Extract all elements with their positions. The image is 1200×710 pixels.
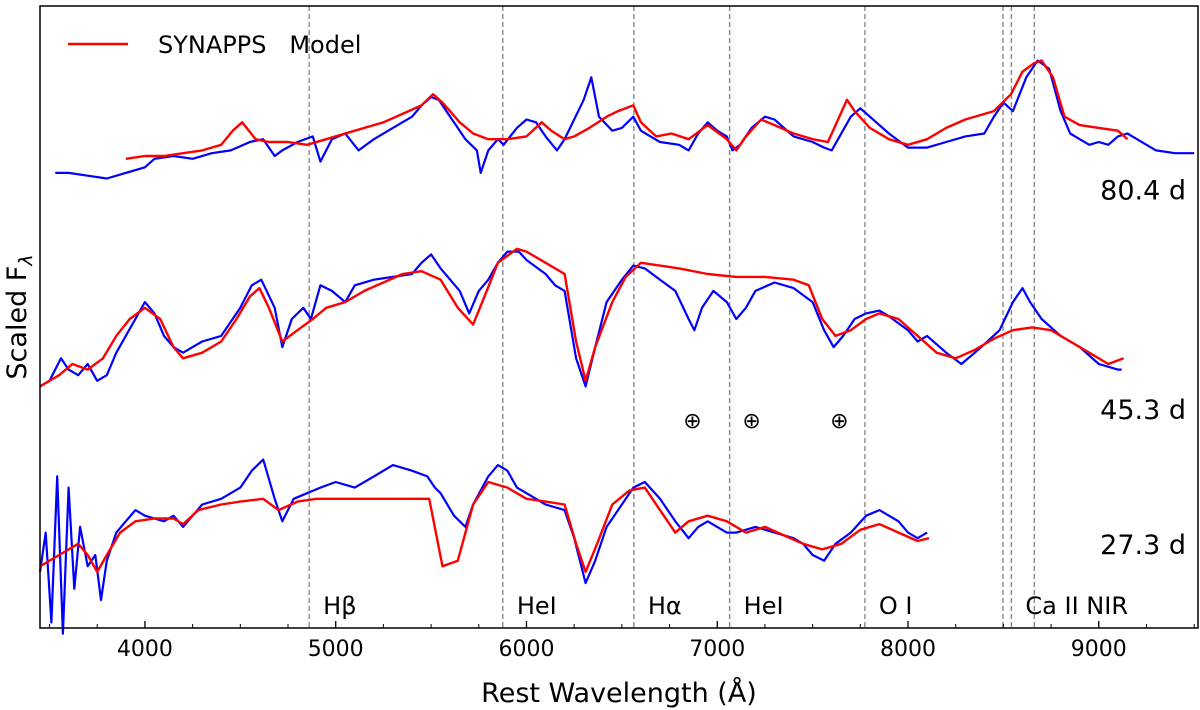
telluric-markers: ⊕ ⊕ ⊕ xyxy=(683,409,848,434)
line-label-6: Ca II NIR xyxy=(1025,592,1128,620)
x-tick-label-0: 4000 xyxy=(117,637,173,662)
epoch-labels: 80.4 d 45.3 d 27.3 d xyxy=(1100,176,1186,561)
legend: SYNAPPS Model xyxy=(68,31,361,59)
y-axis-title-main: Scaled F xyxy=(2,266,33,380)
epoch-label-2: 27.3 d xyxy=(1100,530,1186,561)
model-spectrum-2 xyxy=(39,480,930,574)
x-tick-label-4: 8000 xyxy=(880,637,936,662)
x-tick-label-5: 9000 xyxy=(1071,637,1127,662)
x-tick-label-2: 6000 xyxy=(498,637,554,662)
spectra-series xyxy=(38,59,1195,635)
telluric-marker-1: ⊕ xyxy=(742,409,760,434)
x-tick-label-1: 5000 xyxy=(308,637,364,662)
line-label-1: HeI xyxy=(517,592,557,620)
line-label-2: Hα xyxy=(648,592,682,620)
y-axis-title-subscript: λ xyxy=(15,254,37,266)
model-spectrum-1 xyxy=(39,247,1125,388)
line-label-3: HeI xyxy=(744,592,784,620)
line-label-0: Hβ xyxy=(323,592,356,620)
epoch-label-0: 80.4 d xyxy=(1100,176,1186,207)
epoch-label-1: 45.3 d xyxy=(1100,395,1186,426)
x-axis-title: Rest Wavelength (Å) xyxy=(481,677,757,709)
telluric-marker-2: ⊕ xyxy=(830,409,848,434)
line-label-4: O I xyxy=(879,592,913,620)
x-axis-ticks: 4000 5000 6000 7000 8000 9000 xyxy=(49,621,1195,662)
model-spectrum-0 xyxy=(125,59,1129,160)
plot-frame xyxy=(39,5,1199,629)
telluric-marker-0: ⊕ xyxy=(683,409,701,434)
observed-spectrum-1 xyxy=(39,250,1122,388)
observed-spectrum-2 xyxy=(38,458,928,635)
observed-spectrum-0 xyxy=(55,59,1195,180)
line-marker-labels: Hβ HeI Hα HeI O I Ca II NIR xyxy=(323,592,1128,620)
legend-model-label: SYNAPPS Model xyxy=(158,31,361,59)
x-tick-label-3: 7000 xyxy=(689,637,745,662)
y-axis-title: Scaled Fλ xyxy=(2,254,37,379)
